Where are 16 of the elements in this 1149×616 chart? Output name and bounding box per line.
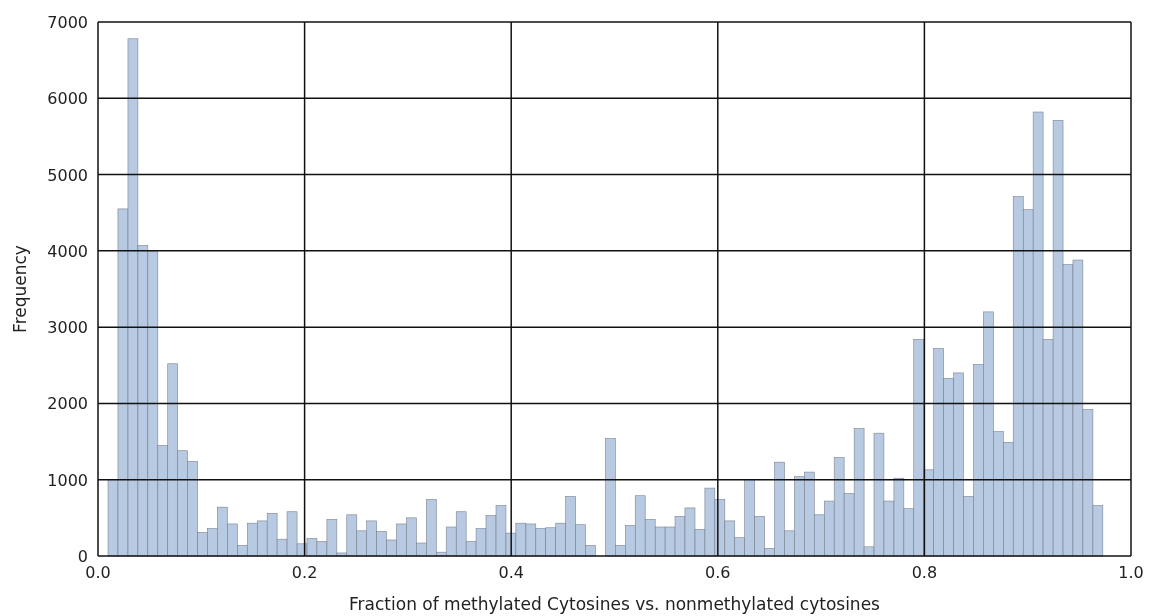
x-tick-label: 1.0 xyxy=(1118,563,1144,582)
x-axis-title: Fraction of methylated Cytosines vs. nonmethylated cytosines xyxy=(349,594,881,614)
y-tick-label: 5000 xyxy=(47,165,88,185)
y-tick-label: 1000 xyxy=(47,470,88,490)
y-tick-label: 2000 xyxy=(47,394,88,414)
x-tick-label: 0.0 xyxy=(85,563,111,582)
x-tick-label: 0.8 xyxy=(911,563,938,582)
y-tick-label: 4000 xyxy=(47,241,88,261)
y-axis-title: Frequency xyxy=(10,245,30,333)
y-tick-label: 7000 xyxy=(47,13,88,32)
y-tick-label: 0 xyxy=(77,547,88,566)
y-tick-label: 3000 xyxy=(47,318,88,338)
x-tick-label: 0.4 xyxy=(498,563,524,582)
x-tick-label: 0.6 xyxy=(705,563,731,582)
y-tick-label: 6000 xyxy=(47,89,88,109)
x-tick-label: 0.2 xyxy=(291,563,318,582)
